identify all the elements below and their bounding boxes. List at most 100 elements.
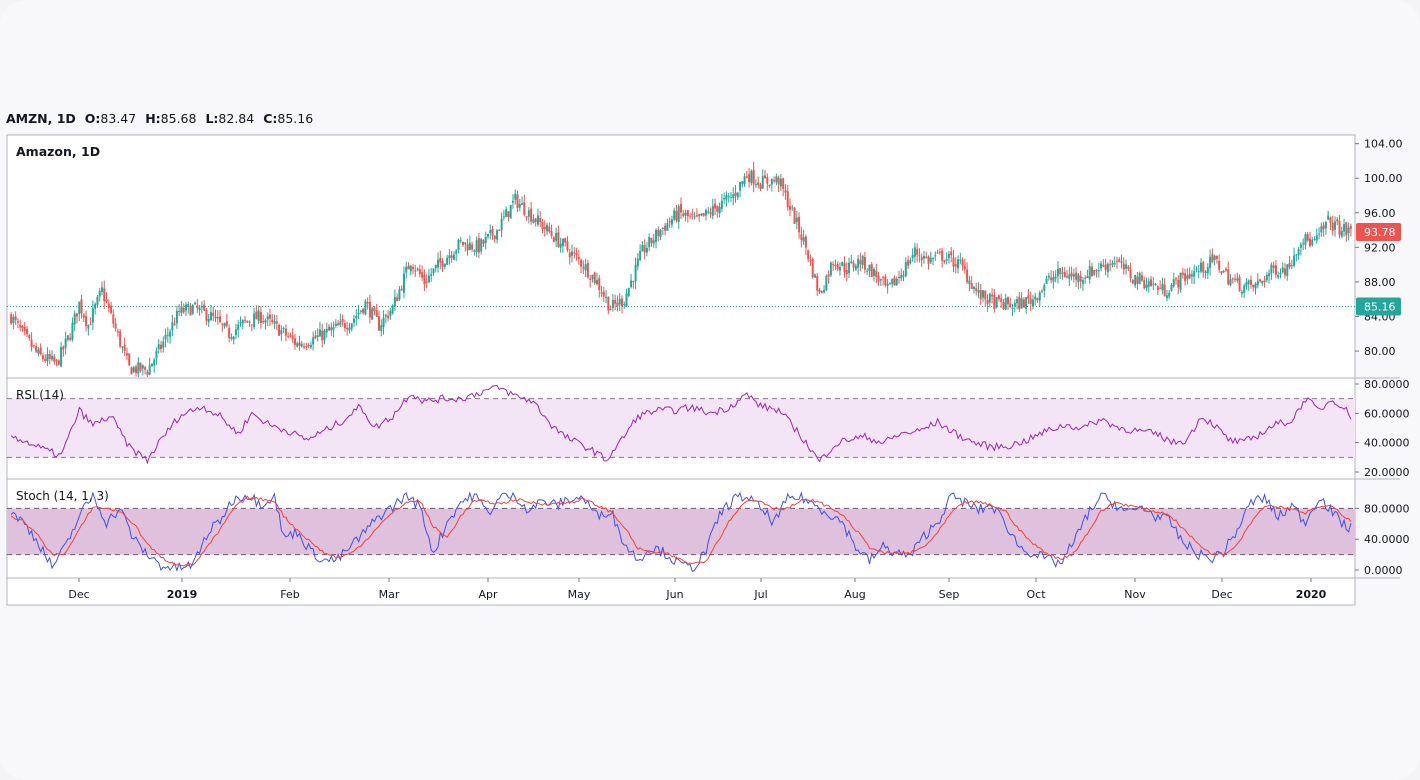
price-tick-label: 80.00 (1364, 345, 1396, 358)
candle-body (1229, 279, 1232, 286)
candle-body (48, 354, 51, 359)
candle-body (293, 338, 296, 345)
candle-body (16, 321, 19, 323)
candle-body (936, 252, 939, 254)
candle-body (300, 344, 303, 347)
time-axis-label: Nov (1124, 588, 1146, 601)
candle-body (1106, 263, 1109, 273)
candle-body (1290, 265, 1293, 267)
candle-body (550, 231, 553, 236)
candle-body (979, 289, 982, 300)
candle-body (829, 262, 832, 276)
time-axis-label: 2020 (1296, 588, 1327, 601)
candle-body (773, 180, 776, 182)
candle-body (552, 237, 555, 242)
candle-body (893, 277, 896, 286)
candle-body (623, 303, 626, 305)
candle-body (66, 335, 69, 340)
candle-body (1009, 303, 1012, 308)
candle-body (1061, 272, 1064, 274)
candle-body (496, 230, 499, 240)
candle-body (875, 270, 878, 277)
candle-body (1109, 264, 1112, 266)
candle-body (1311, 239, 1314, 246)
candle-body (284, 328, 287, 336)
candle-body (316, 335, 319, 337)
stoch-band (7, 508, 1355, 555)
price-pane[interactable] (7, 161, 1355, 380)
candle-body (1338, 220, 1341, 235)
candle-body (888, 283, 891, 285)
candle-body (573, 252, 576, 254)
candle-body (986, 299, 989, 305)
candle-body (191, 305, 194, 314)
candle-body (913, 247, 916, 257)
candle-body (598, 278, 601, 290)
candle-body (1031, 299, 1034, 307)
candle-body (112, 314, 115, 324)
time-axis-label: Sep (939, 588, 960, 601)
candle-body (121, 346, 124, 348)
candle-body (932, 258, 935, 260)
low-key: L: (205, 111, 219, 126)
stoch-tick-label: 80.0000 (1364, 502, 1410, 515)
candle-body (41, 355, 44, 359)
candle-body (1104, 264, 1107, 270)
candle-body (698, 214, 701, 217)
candle-body (282, 328, 285, 330)
candle-body (382, 317, 385, 327)
candle-body (897, 277, 900, 279)
candle-body (32, 345, 35, 347)
candle-body (473, 250, 476, 252)
candle-body (387, 315, 390, 319)
candle-body (416, 268, 419, 270)
candle-body (23, 326, 26, 332)
candle-body (407, 265, 410, 270)
candle-body (332, 326, 335, 330)
candle-body (307, 345, 310, 347)
candle-body (380, 325, 383, 331)
candle-body (564, 238, 567, 243)
candle-body (439, 257, 442, 263)
candle-body (80, 299, 83, 314)
candle-body (934, 255, 937, 257)
candle-body (546, 224, 549, 232)
candle-body (972, 286, 975, 289)
candle-body (498, 230, 501, 232)
candle-body (716, 206, 719, 212)
candle-body (393, 297, 396, 307)
candle-body (139, 362, 142, 371)
candle-body (630, 280, 633, 287)
candle-body (943, 260, 946, 262)
candle-body (1249, 279, 1252, 285)
candle-body (1154, 284, 1157, 286)
price-tick-label: 88.00 (1364, 276, 1396, 289)
candle-body (1288, 262, 1291, 268)
candle-body (534, 218, 537, 223)
candle-body (502, 216, 505, 218)
candle-body (988, 293, 991, 303)
candle-body (1315, 235, 1318, 241)
candle-body (312, 337, 315, 345)
candle-body (505, 209, 508, 218)
candle-body (750, 170, 753, 183)
candle-body (1075, 272, 1078, 280)
candle-body (1066, 276, 1069, 278)
candle-body (421, 272, 424, 278)
candle-body (1011, 307, 1014, 309)
candle-body (430, 274, 433, 276)
candle-body (184, 304, 187, 311)
candle-body (396, 297, 399, 302)
candle-body (1340, 230, 1343, 237)
candle-body (577, 256, 580, 260)
candle-body (341, 318, 344, 322)
candle-body (1209, 256, 1212, 268)
candle-body (64, 338, 67, 348)
candle-body (925, 256, 928, 258)
candle-body (795, 217, 798, 223)
candle-body (164, 334, 167, 340)
stoch-pane-title: Stoch (14, 1, 3) (16, 489, 109, 503)
candle-body (1252, 284, 1255, 288)
candle-body (1181, 272, 1184, 276)
